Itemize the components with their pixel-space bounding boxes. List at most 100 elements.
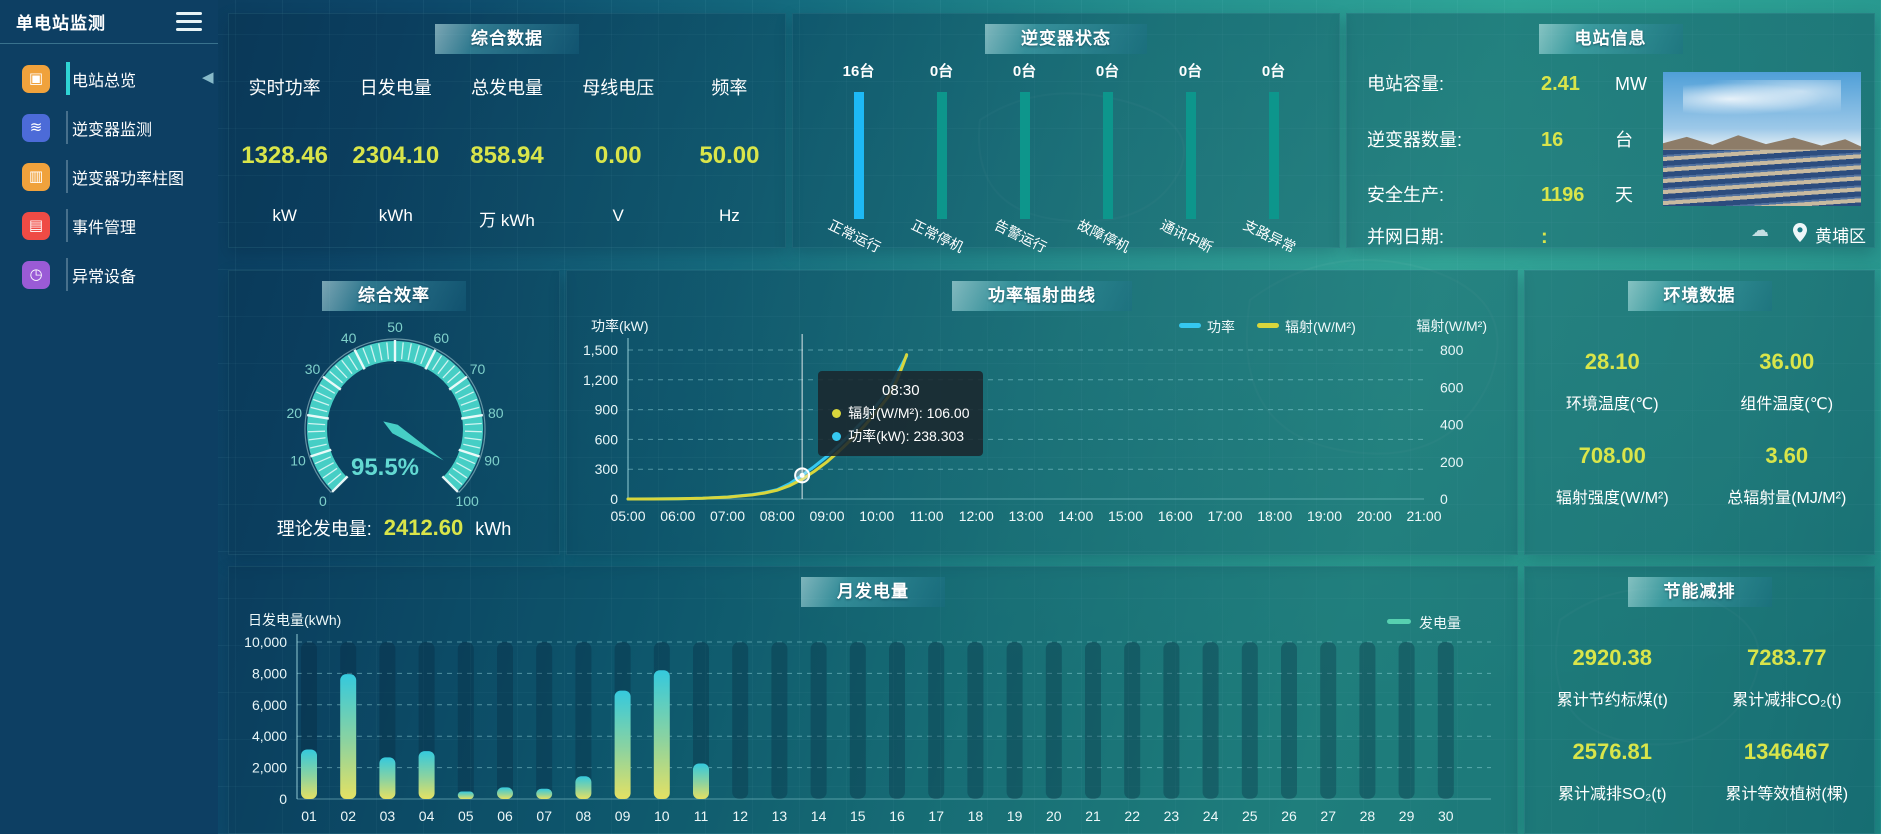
svg-text:18: 18 (968, 808, 984, 824)
sidebar-item-1[interactable]: ▣ 电站总览 (0, 54, 218, 103)
svg-text:19:00: 19:00 (1307, 508, 1342, 524)
panel-energy-savings-title: 节能减排 (1627, 577, 1772, 607)
svg-text:29: 29 (1399, 808, 1415, 824)
bar-bg-20 (1045, 642, 1062, 799)
radiation-dot (832, 409, 842, 418)
svg-text:01: 01 (301, 808, 317, 824)
environment-stats: 28.10 环境温度(℃) 36.00 组件温度(℃) 708.00 辐射强度(W/M²)… (1525, 333, 1874, 521)
theoretical-generation-unit: kWh (475, 519, 512, 539)
svg-text:30: 30 (305, 361, 321, 377)
bar-bg-28 (1359, 642, 1376, 799)
svg-text:0: 0 (319, 493, 327, 509)
bar-bg-12 (732, 642, 749, 799)
svg-text:17:00: 17:00 (1207, 508, 1242, 524)
sidebar-collapse-arrow[interactable]: ◀ (202, 69, 214, 86)
svg-text:21:00: 21:00 (1406, 508, 1441, 524)
svg-text:23: 23 (1164, 808, 1180, 824)
bar-bg-05 (457, 642, 474, 799)
station-row-2: 逆变器数量: 16 台 (1367, 129, 1633, 151)
svg-text:06: 06 (497, 808, 513, 824)
svg-text:02: 02 (340, 808, 356, 824)
inverter-status-chart: 16台 正常运行 0台 正常停机 0台 告警运行 0台 故障停机 0台 通讯中断 0台 支路异常 (817, 58, 1315, 256)
svg-text:1,200: 1,200 (583, 372, 618, 388)
legend-功率[interactable]: 功率 (1179, 319, 1235, 335)
sidebar-header: 单电站监测 (0, 0, 218, 44)
svg-text:12: 12 (732, 808, 748, 824)
power-bars-icon: ▥ (22, 162, 50, 191)
panel-inverter-status: 逆变器状态 16台 正常运行 0台 正常停机 0台 告警运行 0台 故障停机 0台 通讯中断 0台支… (792, 13, 1340, 256)
sidebar-item-label: 电站总览 (72, 72, 137, 90)
inverter-status-正常停机: 0台 正常停机 (908, 63, 966, 256)
bar-bg-29 (1398, 642, 1415, 799)
svg-text:4,000: 4,000 (252, 728, 287, 744)
sidebar-item-label: 逆变器监测 (72, 121, 153, 139)
svg-text:28: 28 (1360, 808, 1376, 824)
tooltip-radiation-row: 辐射(W/M²): 106.00 (832, 402, 969, 425)
svg-text:13: 13 (772, 808, 788, 824)
stat-总辐射量(MJ/M²): 3.60 总辐射量(MJ/M²) (1727, 443, 1847, 507)
sidebar-item-5[interactable]: ◷ 异常设备 (0, 250, 218, 299)
svg-text:19: 19 (1007, 808, 1023, 824)
svg-text:11:00: 11:00 (910, 508, 944, 524)
svg-text:18:00: 18:00 (1257, 508, 1292, 524)
panel-summary: 综合数据 实时功率 1328.46 kW 日发电量 2304.10 kWh 总发电量 858.… (228, 13, 786, 248)
bar-06 (497, 787, 513, 799)
cloud-question-icon[interactable]: ☁ (1751, 220, 1769, 240)
stat-环境温度(℃): 28.10 环境温度(℃) (1565, 349, 1659, 413)
panel-summary-title: 综合数据 (435, 24, 579, 54)
inverter-status-支路异常: 0台 支路异常 (1240, 63, 1298, 256)
svg-text:900: 900 (595, 402, 619, 418)
bar-bg-13 (771, 642, 788, 799)
svg-text:25: 25 (1242, 808, 1258, 824)
svg-text:辐射(W/M²): 辐射(W/M²) (1416, 318, 1487, 334)
chart-tooltip: 08:30 辐射(W/M²): 106.00 功率(kW): 238.303 (818, 371, 984, 456)
menu-toggle-icon[interactable] (176, 12, 202, 31)
metric-频率: 频率 50.00 Hz (699, 78, 760, 225)
map-pin-icon[interactable] (1793, 223, 1807, 247)
svg-text:10,000: 10,000 (244, 634, 287, 650)
svg-text:10: 10 (654, 808, 670, 824)
svg-text:6,000: 6,000 (252, 697, 287, 713)
solar-farm-photo (1663, 72, 1861, 206)
sidebar-item-2[interactable]: ≋ 逆变器监测 (0, 103, 218, 152)
metric-日发电量: 日发电量 2304.10 kWh (352, 78, 440, 225)
sidebar-item-3[interactable]: ▥ 逆变器功率柱图 (0, 152, 218, 201)
inverter-status-故障停机: 0台 故障停机 (1074, 63, 1132, 256)
station-row-1: 电站容量: 2.41 MW (1367, 73, 1647, 95)
sidebar-item-4[interactable]: ▤ 事件管理 (0, 201, 218, 250)
panel-efficiency: 综合效率 0 10 20 30 40 50 60 70 80 90 100 95.5% 理论发电量: … (228, 270, 560, 555)
bar-08 (575, 776, 592, 799)
bar-bg-17 (928, 642, 945, 799)
svg-text:26: 26 (1281, 808, 1297, 824)
bar-bg-27 (1320, 642, 1337, 799)
summary-metrics: 实时功率 1328.46 kW 日发电量 2304.10 kWh 总发电量 858.94 万 k… (229, 58, 785, 247)
svg-text:功率: 功率 (1207, 319, 1235, 335)
stat-累计等效植树(棵): 1346467 累计等效植树(棵) (1725, 739, 1849, 803)
svg-text:05: 05 (458, 808, 474, 824)
svg-text:发电量: 发电量 (1419, 615, 1461, 631)
bar-bg-24 (1202, 642, 1219, 799)
bar-02 (340, 674, 357, 799)
bar-01 (301, 749, 317, 799)
status-bar (1019, 92, 1030, 219)
bar-04 (418, 751, 435, 799)
tooltip-power-row: 功率(kW): 238.303 (832, 425, 969, 448)
stat-累计节约标煤(t): 2920.38 累计节约标煤(t) (1556, 645, 1668, 709)
legend-辐射(W/M²)[interactable]: 辐射(W/M²) (1257, 319, 1356, 335)
power-dot (832, 432, 842, 441)
metric-母线电压: 母线电压 0.00 V (582, 78, 655, 225)
svg-text:50: 50 (387, 319, 403, 335)
bar-bg-21 (1085, 642, 1101, 799)
sidebar-nav: ▣ 电站总览 ≋ 逆变器监测 ▥ 逆变器功率柱图 ▤ 事件管理 ◷ 异常设备 (0, 54, 218, 299)
bar-bg-06 (497, 642, 513, 799)
svg-text:14:00: 14:00 (1058, 508, 1093, 524)
inverter-status-告警运行: 0台 告警运行 (991, 63, 1049, 256)
legend-generation[interactable] (1387, 619, 1411, 624)
inverter-status-正常运行: 16台 正常运行 (825, 63, 883, 256)
bar-bg-18 (967, 642, 984, 799)
svg-text:0: 0 (1440, 491, 1448, 507)
status-bar (853, 92, 864, 219)
bar-bg-23 (1163, 642, 1180, 799)
svg-text:08: 08 (576, 808, 592, 824)
svg-text:0: 0 (279, 791, 287, 807)
